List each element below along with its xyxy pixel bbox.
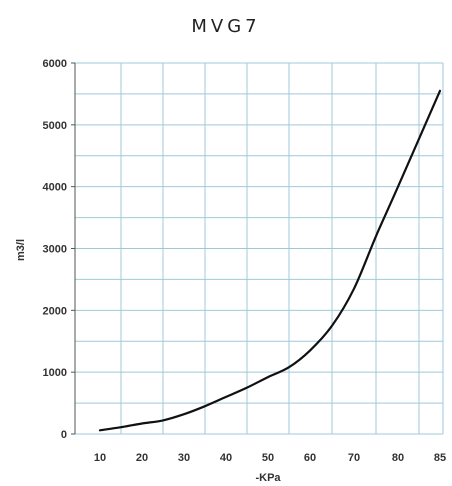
y-tick-label: 0 — [61, 429, 67, 441]
chart-title: MVG7 — [191, 16, 261, 37]
y-tick-label: 6000 — [43, 58, 67, 70]
y-tick-label: 1000 — [43, 367, 67, 379]
x-tick-label: 80 — [392, 452, 404, 464]
y-tick-label: 3000 — [43, 244, 67, 256]
x-tick-label: 10 — [94, 452, 106, 464]
y-tick-label: 2000 — [43, 305, 67, 317]
y-axis-label: m3/l — [15, 239, 27, 261]
x-tick-label: 40 — [220, 452, 232, 464]
x-tick-label: 70 — [348, 452, 360, 464]
x-tick-label: 50 — [262, 452, 274, 464]
x-axis-label: -KPa — [255, 472, 281, 484]
x-tick-label: 20 — [136, 452, 148, 464]
y-tick-label: 5000 — [43, 120, 67, 132]
y-tick-label: 4000 — [43, 182, 67, 194]
series-layer — [98, 89, 442, 432]
x-tick-label: 30 — [178, 452, 190, 464]
series-line — [98, 89, 442, 432]
axes — [71, 62, 76, 435]
grid — [74, 62, 444, 435]
x-tick-label: 60 — [304, 452, 316, 464]
tick-labels: 0 1000 2000 3000 4000 5000 6000 10 20 30 40 50 60 70 8… — [43, 58, 447, 464]
x-tick-label: 85 — [434, 452, 446, 464]
